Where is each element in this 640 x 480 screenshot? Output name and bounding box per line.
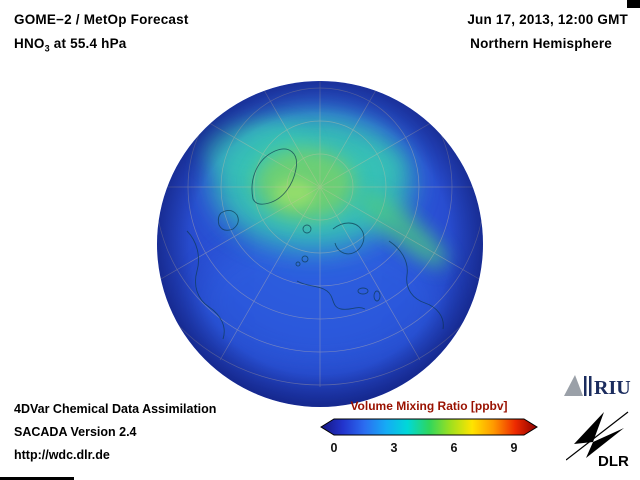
riu-logo-mark: [564, 375, 583, 396]
globe-map: [157, 81, 483, 407]
species-level: HNO3 at 55.4 hPa: [14, 36, 127, 54]
version-label: SACADA Version 2.4: [14, 425, 137, 439]
riu-logo-text: RIU: [594, 377, 631, 399]
dlr-logo: DLR: [566, 411, 629, 470]
colorbar: [320, 418, 538, 436]
dlr-logo-wing-lower: [586, 428, 624, 458]
hemisphere-label: Northern Hemisphere: [470, 36, 612, 51]
colorbar-tick-0: 0: [330, 441, 338, 455]
datetime-label: Jun 17, 2013, 12:00 GMT: [467, 12, 628, 27]
url-label: http://wdc.dlr.de: [14, 448, 110, 462]
riu-logo: RIU: [564, 375, 631, 399]
species-name: HNO: [14, 36, 45, 51]
assimilation-label: 4DVar Chemical Data Assimilation: [14, 402, 217, 416]
globe-limb-shading: [157, 81, 483, 407]
dlr-logo-wing-upper: [574, 412, 604, 444]
colorbar-tick-3: 3: [390, 441, 398, 455]
colorbar-tick-9: 9: [510, 441, 518, 455]
pressure-level: at 55.4 hPa: [49, 36, 127, 51]
product-title: GOME−2 / MetOp Forecast: [14, 12, 189, 27]
corner-marker: [627, 0, 640, 8]
species-subscript: 3: [44, 43, 50, 54]
colorbar-gradient-bar: [320, 418, 538, 436]
timeline-bar: [0, 477, 74, 480]
dlr-logo-text: DLR: [598, 453, 629, 470]
colorbar-tick-6: 6: [450, 441, 458, 455]
colorbar-title: Volume Mixing Ratio [ppbv]: [350, 399, 508, 413]
